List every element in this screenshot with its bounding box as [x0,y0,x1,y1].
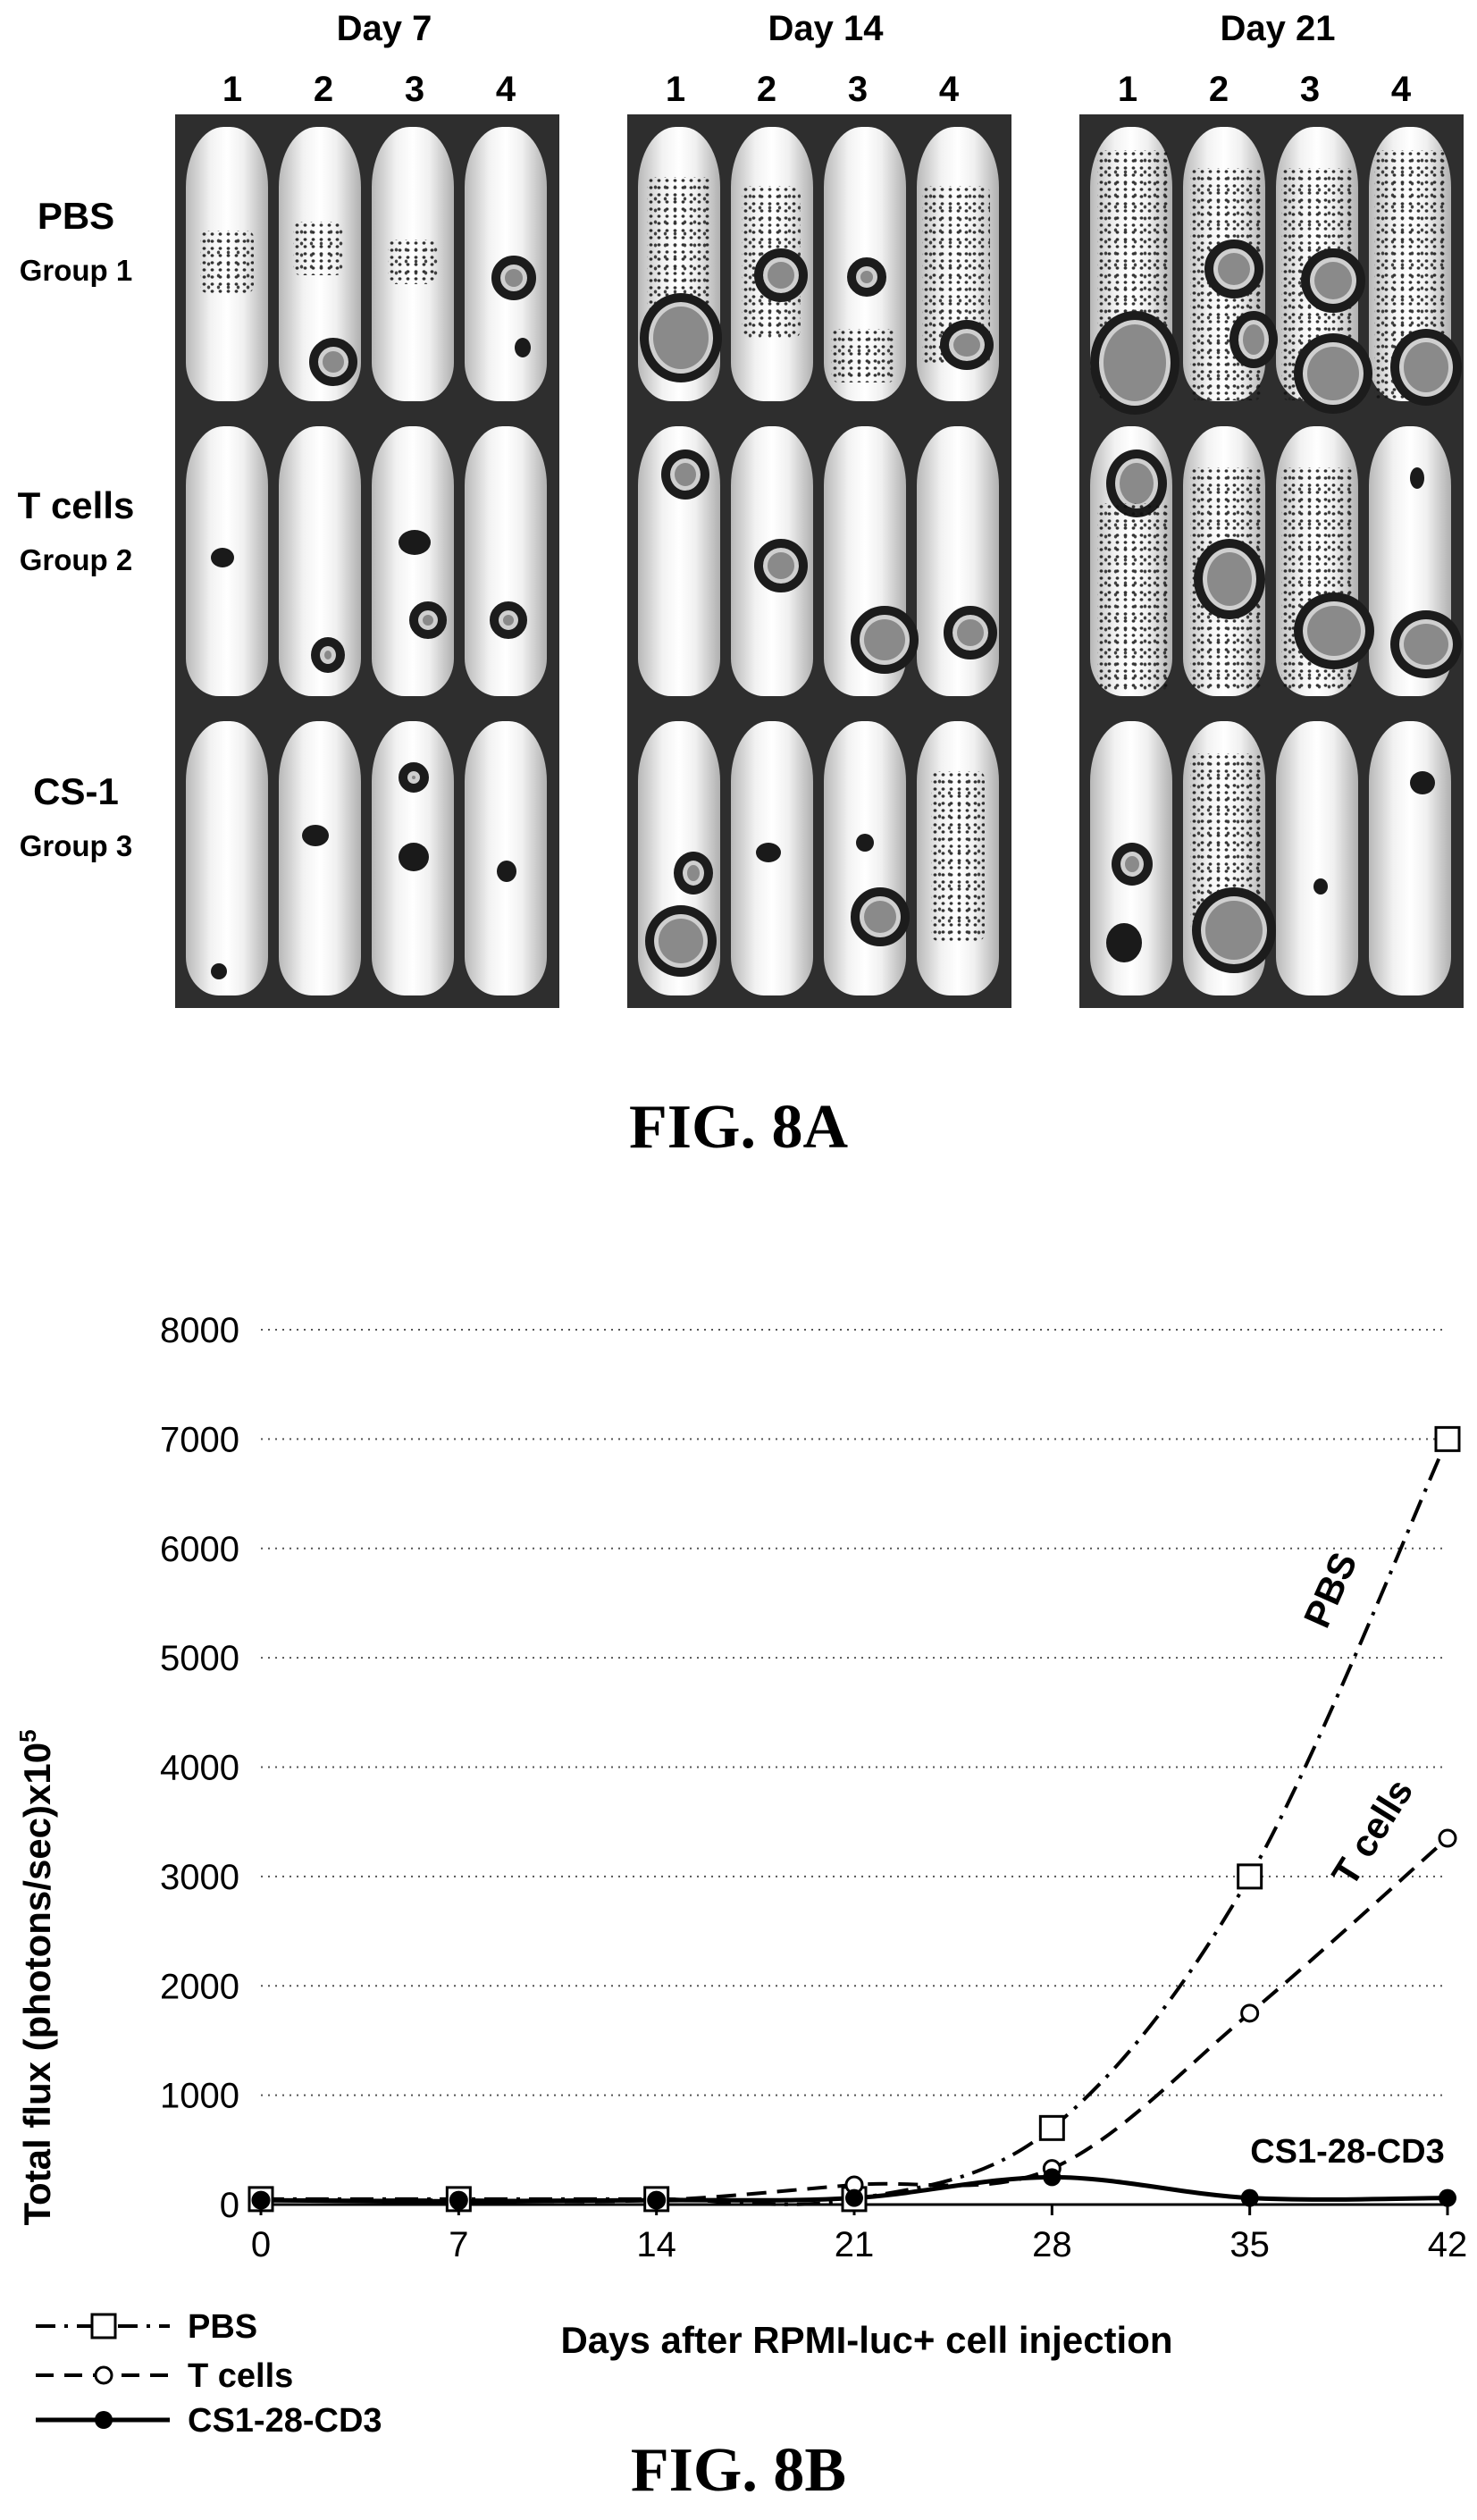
data-point-pbs [1237,1863,1263,1890]
chart-series-lines [260,1438,1449,2206]
mouse-number: 4 [1390,70,1412,109]
mouse-number: 4 [938,70,960,109]
pbs-series-label: PBS [1296,1546,1365,1634]
data-point-cs1-28-cd3 [1240,2188,1259,2207]
group-number: Group 3 [19,829,133,862]
group-2-label: T cells Group 2 [0,484,152,577]
day-21-label: Day 21 [1220,9,1336,48]
chart-series-markers [248,1425,1461,2213]
legend-label-cs1: CS1-28-CD3 [188,2402,382,2440]
x-tick-label: 28 [1032,2225,1072,2264]
x-axis-ticks: 0 7 14 21 28 35 42 [251,2205,1467,2264]
group-name: PBS [37,195,115,237]
mouse-number: 3 [404,70,425,109]
data-point-cs1-28-cd3 [252,2191,270,2210]
legend-item-tcells: T cells [36,2357,293,2395]
imaging-panel-day7 [175,114,559,1008]
mouse-number: 1 [1117,70,1138,109]
fig-8a-caption: FIG. 8A [629,1093,848,1162]
data-point-pbs [1038,2114,1065,2141]
y-tick-label: 2000 [160,1967,239,2006]
mouse-number: 1 [665,70,686,109]
x-tick-label: 42 [1428,2225,1468,2264]
y-axis-ticks: 0 1000 2000 3000 4000 5000 6000 7000 8000 [160,1311,239,2225]
group-name: CS-1 [33,770,119,812]
chart-gridlines [261,1329,1448,2206]
y-tick-label: 5000 [160,1639,239,1678]
mouse-number: 2 [756,70,777,109]
y-tick-label: 6000 [160,1530,239,1569]
data-point-cs1-28-cd3 [647,2191,666,2210]
legend-item-cs1: CS1-28-CD3 [36,2402,382,2440]
group-3-label: CS-1 Group 3 [0,770,152,863]
group-1-label: PBS Group 1 [0,195,152,288]
imaging-panel-day21 [1079,114,1464,1008]
x-tick-label: 21 [835,2225,875,2264]
y-tick-label: 1000 [160,2077,239,2116]
day-14-label: Day 14 [768,9,884,48]
y-tick-label: 4000 [160,1749,239,1788]
legend-item-pbs: PBS [36,2308,257,2346]
mouse-number: 1 [222,70,243,109]
x-tick-label: 0 [251,2225,271,2264]
x-tick-label: 35 [1229,2225,1270,2264]
series-line-pbs [261,1438,1449,2206]
data-point-cs1-28-cd3 [1043,2168,1062,2187]
data-point-cs1-28-cd3 [1439,2188,1456,2207]
fig-8b-caption: FIG. 8B [630,2436,847,2505]
mouse-number: 2 [1208,70,1229,109]
mouse-number: 3 [1299,70,1321,109]
cs1-series-label: CS1-28-CD3 [1250,2133,1445,2171]
legend-label-pbs: PBS [188,2308,257,2346]
data-point-t-cells [1438,1828,1457,1848]
x-tick-label: 14 [636,2225,676,2264]
data-point-cs1-28-cd3 [449,2192,468,2211]
mouse-number: 2 [313,70,334,109]
flux-line-chart: 0 1000 2000 3000 4000 5000 6000 7000 8000 0 7 14 21… [14,1311,1467,2440]
legend-label-tcells: T cells [188,2357,293,2395]
y-tick-label: 0 [220,2186,239,2225]
x-axis-label: Days after RPMI-luc+ cell injection [560,2319,1172,2361]
day-7-label: Day 7 [336,9,432,48]
data-point-t-cells [1240,2003,1260,2023]
data-point-pbs [1434,1425,1461,1452]
y-tick-label: 8000 [160,1311,239,1350]
imaging-panel-day14 [627,114,1011,1008]
group-number: Group 1 [19,254,133,287]
x-tick-label: 7 [449,2225,468,2264]
mouse-number: 4 [495,70,516,109]
group-number: Group 2 [19,543,133,576]
chart-legend: PBS T cells CS1-28-CD3 [36,2308,382,2440]
data-point-cs1-28-cd3 [845,2188,863,2207]
y-tick-label: 7000 [160,1420,239,1459]
mouse-number: 3 [847,70,869,109]
y-tick-label: 3000 [160,1858,239,1897]
group-name: T cells [17,484,135,526]
y-axis-label: Total flux (photons/sec)x105 [14,1729,58,2225]
